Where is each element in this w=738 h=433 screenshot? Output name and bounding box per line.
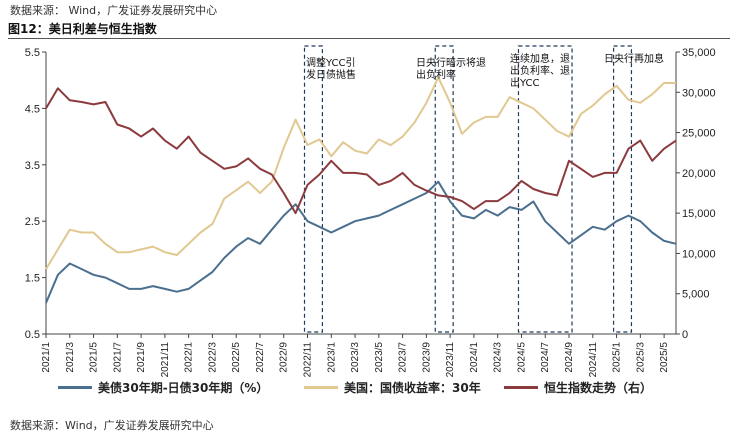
annotation-ycc-adjust: 调整YCC引发日债抛售 — [306, 58, 356, 81]
right-tick-label: 5,000 — [682, 289, 710, 301]
legend-swatch-hsi — [504, 385, 538, 389]
x-tick-label: 2023/7 — [398, 342, 409, 373]
x-tick-label: 2021/9 — [136, 342, 147, 373]
x-tick-label: 2025/1 — [612, 342, 623, 373]
x-tick-label: 2022/5 — [231, 342, 242, 373]
right-tick-label: 30,000 — [682, 87, 716, 99]
x-tick-label: 2024/9 — [564, 342, 575, 373]
chart-title: 图12：美日利差与恒生指数 — [8, 22, 157, 36]
x-tick-label: 2023/3 — [350, 342, 361, 373]
x-tick-label: 2024/5 — [516, 342, 527, 373]
left-tick-label: 0.5 — [25, 329, 40, 341]
annotation-continuous-hikes: 连续加息，退出负利率、退出YCC — [510, 54, 570, 89]
annotation-box-negative-rate — [434, 45, 454, 333]
x-tick-label: 2024/11 — [588, 342, 599, 378]
legend-swatch-spread — [58, 385, 92, 389]
left-tick-label: 2.5 — [25, 216, 40, 228]
source-note-top: 数据来源： Wind，广发证券发展研究中心 — [10, 4, 218, 17]
x-tick-label: 2022/3 — [207, 342, 218, 373]
series-line-yield — [45, 76, 676, 270]
legend-spread: 美债30年期-日债30年期（%） — [58, 380, 269, 395]
legend-yield: 美国：国债收益率：30年 — [304, 380, 481, 395]
x-tick-label: 2023/11 — [445, 342, 456, 378]
right-tick-label: 0 — [682, 329, 688, 341]
annotation-box-ycc — [303, 45, 323, 333]
x-tick-label: 2025/5 — [659, 342, 670, 373]
x-tick-label: 2023/5 — [374, 342, 385, 373]
x-tick-label: 2022/11 — [303, 342, 314, 378]
right-tick-label: 35,000 — [682, 47, 716, 59]
left-tick-label: 3.5 — [25, 160, 40, 172]
right-tick-label: 20,000 — [682, 168, 716, 180]
x-tick-label: 2024/3 — [493, 342, 504, 373]
x-tick-label: 2022/1 — [184, 342, 195, 373]
x-tick-label: 2022/7 — [255, 342, 266, 373]
x-tick-label: 2021/3 — [65, 342, 76, 373]
x-tick-label: 2024/7 — [540, 342, 551, 373]
right-tick-label: 10,000 — [682, 248, 716, 260]
x-tick-label: 2021/1 — [41, 342, 52, 373]
left-tick-label: 1.5 — [25, 273, 40, 285]
right-tick-label: 25,000 — [682, 128, 716, 140]
legend-label-spread: 美债30年期-日债30年期（%） — [98, 380, 269, 395]
legend-swatch-yield — [304, 385, 338, 389]
right-tick-label: 15,000 — [682, 208, 716, 220]
x-tick-label: 2021/5 — [89, 342, 100, 373]
x-tick-label: 2023/1 — [326, 342, 337, 373]
left-tick-label: 5.5 — [25, 47, 40, 59]
legend-hsi: 恒生指数走势（右） — [504, 380, 653, 395]
x-tick-label: 2022/9 — [279, 342, 290, 373]
legend-label-yield: 美国：国债收益率：30年 — [344, 380, 481, 395]
annotation-box-hikes — [517, 45, 573, 333]
series-line-spread — [45, 180, 677, 304]
x-tick-label: 2021/7 — [112, 342, 123, 373]
annotation-boj-hike-again: 日央行再加息 — [604, 54, 664, 65]
series-line-hsi — [45, 87, 677, 215]
x-tick-label: 2021/11 — [160, 342, 171, 378]
annotation-exit-negative-rate: 日央行暗示将退出负利率 — [416, 58, 486, 81]
x-tick-label: 2025/3 — [635, 342, 646, 373]
annotation-box-rehike — [612, 45, 633, 333]
x-tick-label: 2023/9 — [421, 342, 432, 373]
title-divider — [8, 38, 730, 39]
legend-label-hsi: 恒生指数走势（右） — [544, 380, 653, 395]
x-tick-label: 2024/1 — [469, 342, 480, 373]
left-tick-label: 4.5 — [25, 103, 40, 115]
source-note-bottom: 数据来源：Wind，广发证券发展研究中心 — [10, 419, 214, 432]
